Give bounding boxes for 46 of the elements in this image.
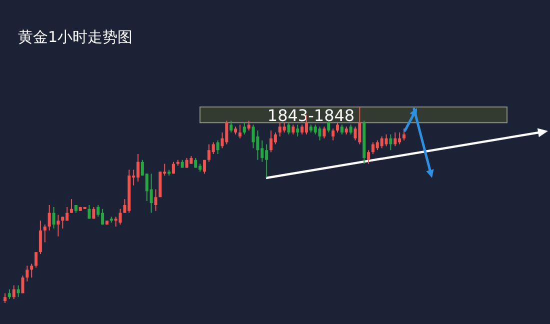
candlestick: [34, 252, 38, 268]
candlestick: [52, 206, 56, 230]
candlestick: [238, 124, 242, 139]
candlestick: [252, 124, 255, 149]
candlestick: [300, 124, 304, 135]
candlestick: [43, 224, 46, 243]
candlestick: [194, 157, 198, 168]
candlestick: [247, 120, 250, 132]
candlestick: [292, 124, 295, 135]
candlestick: [256, 130, 260, 160]
candlestick: [336, 122, 339, 133]
candlestick: [88, 204, 91, 220]
candlestick: [394, 132, 397, 147]
band-label: 1843-1848: [267, 106, 355, 125]
candlestick: [384, 134, 388, 147]
candlestick: [349, 124, 352, 135]
candlestick: [21, 275, 24, 294]
candlestick: [230, 120, 233, 133]
candlestick: [402, 128, 406, 141]
candlestick: [354, 126, 357, 141]
candlestick: [118, 208, 122, 226]
candlestick: [150, 173, 153, 214]
candlestick: [48, 204, 51, 231]
candlestick: [4, 292, 6, 304]
candlestick: [8, 288, 11, 300]
candlestick: [327, 120, 330, 133]
candlestick: [318, 126, 322, 141]
candlestick: [38, 220, 42, 254]
candlestick: [282, 122, 286, 133]
candlestick: [185, 157, 188, 168]
candlestick: [322, 126, 326, 139]
candlestick: [216, 140, 220, 155]
candlestick: [26, 265, 29, 282]
candlestick: [56, 214, 60, 237]
candlestick: [296, 124, 300, 137]
candlestick: [70, 198, 73, 214]
candlestick: [154, 188, 158, 212]
candlestick: [12, 284, 16, 300]
candlestick: [242, 122, 246, 135]
candlestick: [367, 150, 370, 164]
candlestick: [389, 134, 392, 151]
candlestick: [332, 128, 335, 141]
candlestick: [203, 159, 206, 174]
candlestick: [287, 122, 290, 135]
chart-title: 黄金1小时走势图: [18, 28, 133, 46]
candlestick: [340, 124, 344, 135]
